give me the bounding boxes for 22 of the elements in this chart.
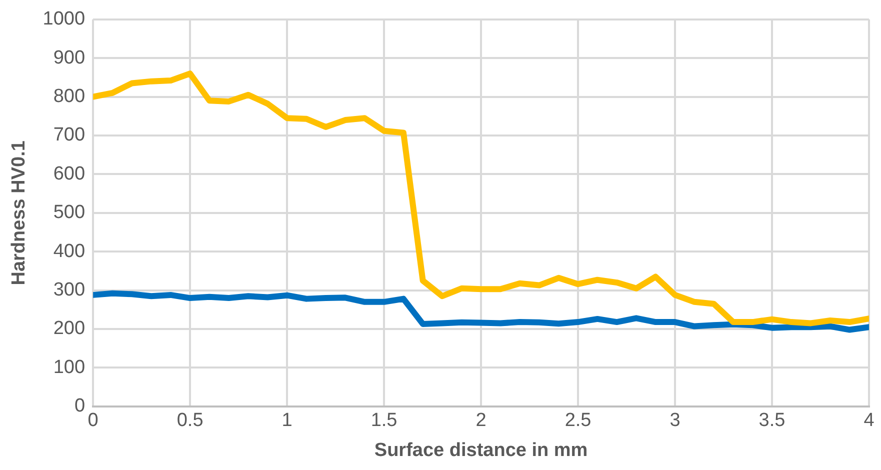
x-tick-label: 1: [282, 410, 292, 432]
y-tick-label: 800: [53, 86, 86, 108]
y-tick-label: 400: [53, 240, 86, 262]
x-tick-label: 4: [864, 410, 875, 432]
x-tick-label: 3: [670, 410, 680, 432]
y-tick-label: 1000: [42, 8, 86, 30]
y-tick-label: 100: [53, 356, 86, 378]
y-tick-label: 200: [53, 318, 86, 340]
y-tick-label: 500: [53, 202, 86, 224]
y-tick-label: 0: [74, 396, 86, 417]
x-axis-title: Surface distance in mm: [374, 440, 588, 461]
x-tick-label: 0.5: [176, 410, 204, 432]
y-tick-label: 600: [53, 163, 86, 184]
x-tick-label: 1.5: [370, 410, 398, 432]
x-tick-label: 2.5: [564, 410, 592, 432]
x-tick-label: 3.5: [758, 410, 786, 432]
y-tick-label: 300: [53, 280, 86, 301]
x-tick-label: 2: [476, 410, 486, 432]
x-tick-label: 0: [88, 410, 98, 432]
y-tick-label: 900: [53, 47, 86, 68]
y-tick-label: 700: [53, 124, 86, 146]
y-axis-title: Hardness HV0.1: [8, 140, 30, 286]
